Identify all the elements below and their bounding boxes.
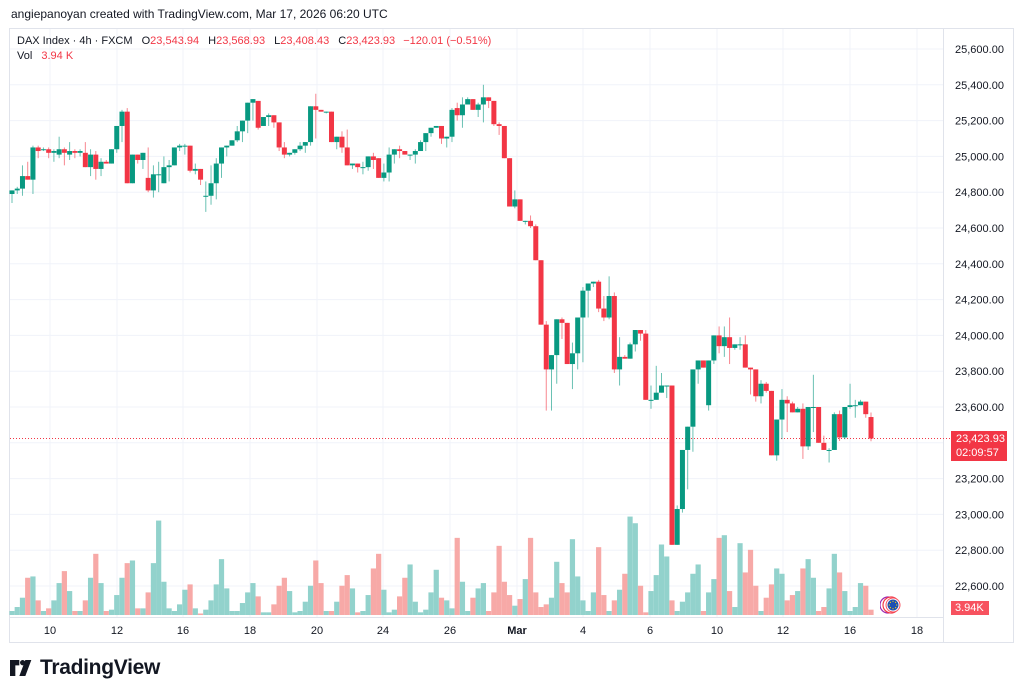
- price-axis[interactable]: 25,600.00 25,400.00 25,200.00 25,000.00 24,8…: [955, 44, 1004, 593]
- economic-event-eu-flag-icon[interactable]: [880, 595, 902, 615]
- time-axis-label: 10: [44, 625, 56, 637]
- bar-countdown: 02:09:57: [956, 447, 999, 459]
- tradingview-logo[interactable]: TradingView: [10, 656, 160, 680]
- time-axis-label: 20: [311, 625, 323, 637]
- time-axis-label: Mar: [507, 625, 527, 637]
- price-axis-label: 24,400.00: [955, 259, 1004, 271]
- low-value: 23,408.43: [280, 35, 330, 47]
- volume-row: Vol 3.94 K: [17, 49, 491, 64]
- candles: [9, 84, 874, 545]
- price-axis-label: 24,200.00: [955, 295, 1004, 307]
- price-axis-label: 25,200.00: [955, 116, 1004, 128]
- price-axis-label: 24,800.00: [955, 187, 1004, 199]
- price-axis-label: 24,600.00: [955, 223, 1004, 235]
- close-label: C: [338, 35, 347, 47]
- high-value: 23,568.93: [216, 35, 266, 47]
- time-axis-label: 12: [111, 625, 123, 637]
- chart-legend: DAX Index · 4h · FXCM O23,543.94 H23,568…: [17, 34, 491, 64]
- time-axis-label: 18: [911, 625, 923, 637]
- price-axis-label: 22,600.00: [955, 581, 1004, 593]
- time-axis-label: 16: [177, 625, 189, 637]
- open-label: O: [141, 35, 151, 47]
- time-axis-label: 6: [647, 625, 653, 637]
- time-axis-label: 10: [711, 625, 723, 637]
- price-axis-label: 25,400.00: [955, 80, 1004, 92]
- price-axis-label: 25,600.00: [955, 44, 1004, 56]
- price-axis-label: 24,000.00: [955, 330, 1004, 342]
- high-label: H: [208, 35, 217, 47]
- price-axis-label: 23,800.00: [955, 366, 1004, 378]
- price-axis-label: 23,000.00: [955, 509, 1004, 521]
- price-axis-label: 23,200.00: [955, 474, 1004, 486]
- open-value: 23,543.94: [150, 35, 200, 47]
- tradingview-logo-icon: [10, 660, 32, 676]
- time-axis-label: 24: [377, 625, 389, 637]
- volume-value: 3.94 K: [41, 50, 74, 62]
- time-axis-label: 4: [580, 625, 586, 637]
- volume-bars: [9, 516, 874, 615]
- volume-label: Vol: [17, 50, 33, 62]
- change-value: −120.01 (−0.51%): [403, 35, 492, 47]
- time-axis[interactable]: 10 12 16 18 20 24 26 Mar 4 6 10 12 16 18: [44, 625, 923, 637]
- time-axis-label: 26: [444, 625, 456, 637]
- close-value: 23,423.93: [346, 35, 396, 47]
- logo-text: TradingView: [40, 656, 161, 679]
- price-axis-label: 25,000.00: [955, 151, 1004, 163]
- price-axis-label: 23,600.00: [955, 402, 1004, 414]
- low-label: L: [274, 35, 281, 47]
- current-price-value: 23,423.93: [956, 433, 1005, 445]
- time-axis-label: 16: [844, 625, 856, 637]
- grid: [10, 29, 943, 617]
- time-axis-label: 18: [244, 625, 256, 637]
- ohlc-row: DAX Index · 4h · FXCM O23,543.94 H23,568…: [17, 34, 491, 49]
- symbol-label[interactable]: DAX Index · 4h · FXCM: [17, 35, 133, 47]
- time-axis-label: 12: [777, 625, 789, 637]
- volume-tag: 3.94K: [951, 601, 989, 615]
- chart-credit: angiepanoyan created with TradingView.co…: [11, 7, 388, 21]
- current-price-tag: 23,423.93 02:09:57: [951, 431, 1007, 461]
- price-axis-label: 22,800.00: [955, 545, 1004, 557]
